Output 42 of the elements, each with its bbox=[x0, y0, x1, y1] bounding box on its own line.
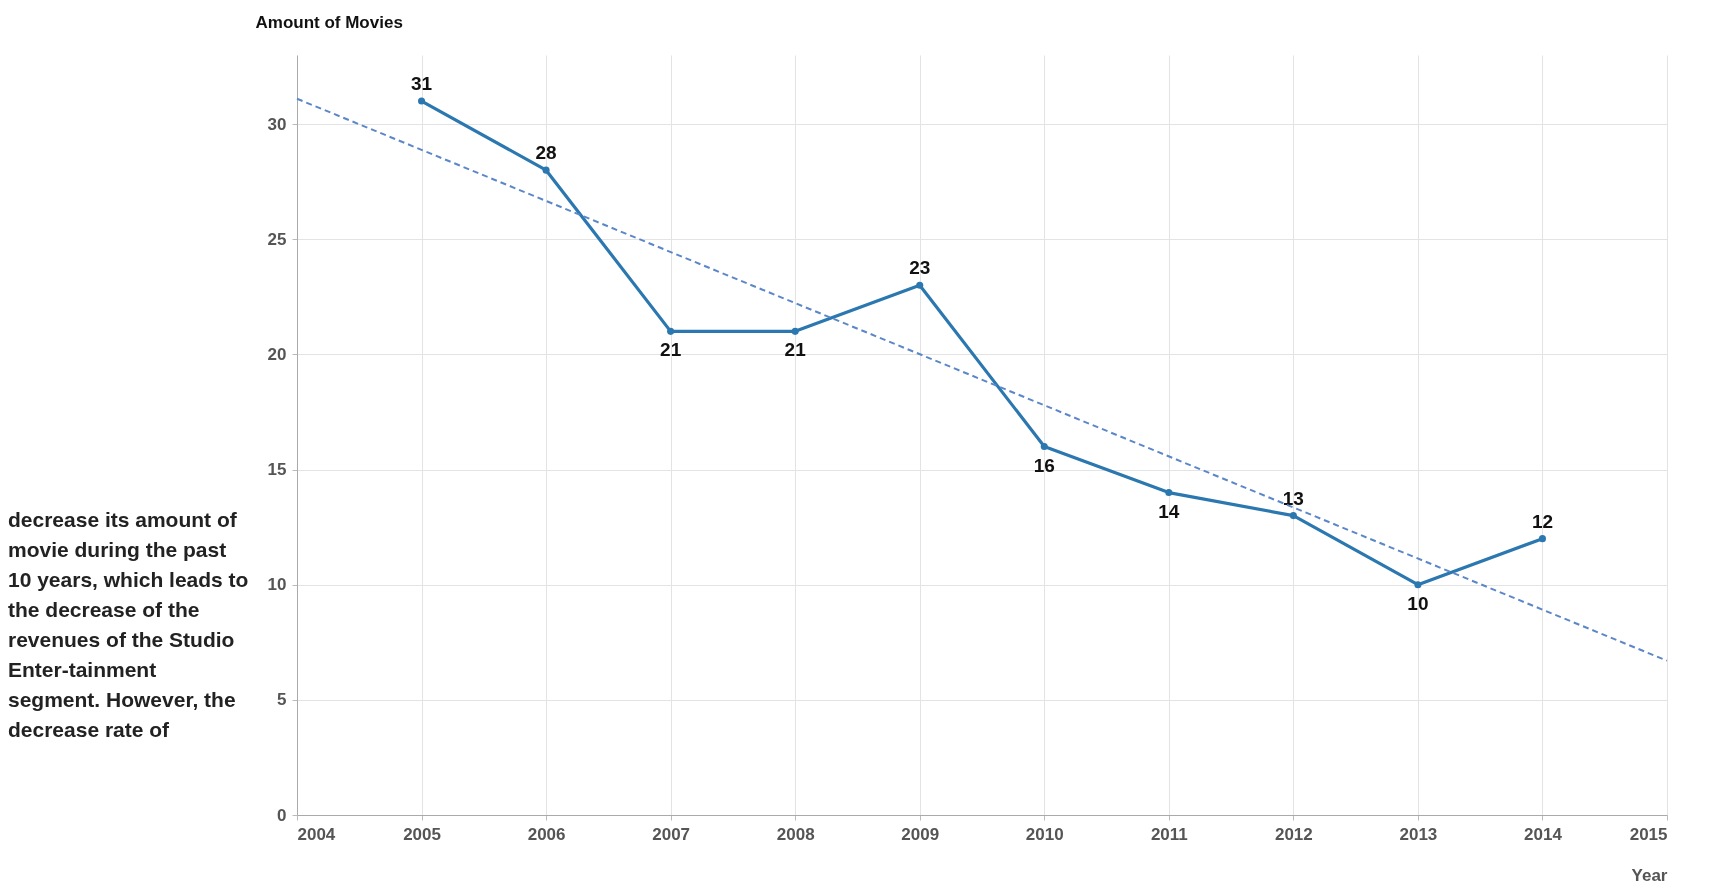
point bbox=[1414, 581, 1422, 589]
data-label: 23 bbox=[909, 257, 931, 279]
data-label: 31 bbox=[410, 73, 433, 95]
x-tick-label: 2006 bbox=[527, 824, 566, 844]
x-tick-label: 2015 bbox=[1629, 824, 1668, 844]
x-axis-title: Year bbox=[1631, 865, 1668, 885]
x-tick-label: 2011 bbox=[1150, 824, 1188, 844]
data-label: 28 bbox=[535, 142, 557, 164]
data-label: 12 bbox=[1531, 510, 1554, 532]
x-tick-label: 2013 bbox=[1399, 824, 1438, 844]
y-tick-label: 20 bbox=[267, 344, 287, 364]
y-tick-label: 5 bbox=[277, 690, 287, 710]
y-tick-label: 0 bbox=[277, 805, 287, 825]
point bbox=[1538, 535, 1546, 543]
y-tick-label: 15 bbox=[267, 460, 287, 480]
data-label: 10 bbox=[1407, 592, 1429, 614]
text: decrease its amount of movie during the past 10 years, which leads to the decrease of the revenues of the Studio Enter-tainment segment. However, the decrease rate of bbox=[8, 507, 250, 743]
data-label: 13 bbox=[1282, 487, 1304, 509]
y-tick-label: 25 bbox=[267, 229, 287, 249]
point bbox=[1165, 489, 1173, 497]
data-label: 16 bbox=[1033, 454, 1055, 476]
point bbox=[418, 97, 426, 105]
point bbox=[791, 327, 799, 335]
x-tick-label: 2014 bbox=[1524, 824, 1563, 844]
x-tick-label: 2005 bbox=[403, 824, 441, 844]
x-tick-label: 2009 bbox=[901, 824, 940, 844]
point bbox=[542, 166, 550, 174]
x-tick-label: 2007 bbox=[652, 824, 691, 844]
point bbox=[1289, 512, 1297, 520]
data-label: 21 bbox=[784, 339, 807, 361]
x-tick-label: 2010 bbox=[1025, 824, 1064, 844]
y-tick-label: 10 bbox=[267, 575, 287, 595]
y-tick-label: 30 bbox=[267, 114, 287, 134]
point bbox=[1040, 442, 1048, 451]
y-axis-title: Amount of Movies bbox=[255, 12, 403, 32]
x-tick-label: 2008 bbox=[776, 824, 815, 844]
point bbox=[916, 281, 924, 289]
data-label: 14 bbox=[1158, 500, 1180, 522]
x-tick-label: 2004 bbox=[297, 824, 336, 844]
x-tick-label: 2012 bbox=[1274, 824, 1313, 844]
point bbox=[667, 327, 675, 335]
data-label: 21 bbox=[660, 339, 682, 361]
